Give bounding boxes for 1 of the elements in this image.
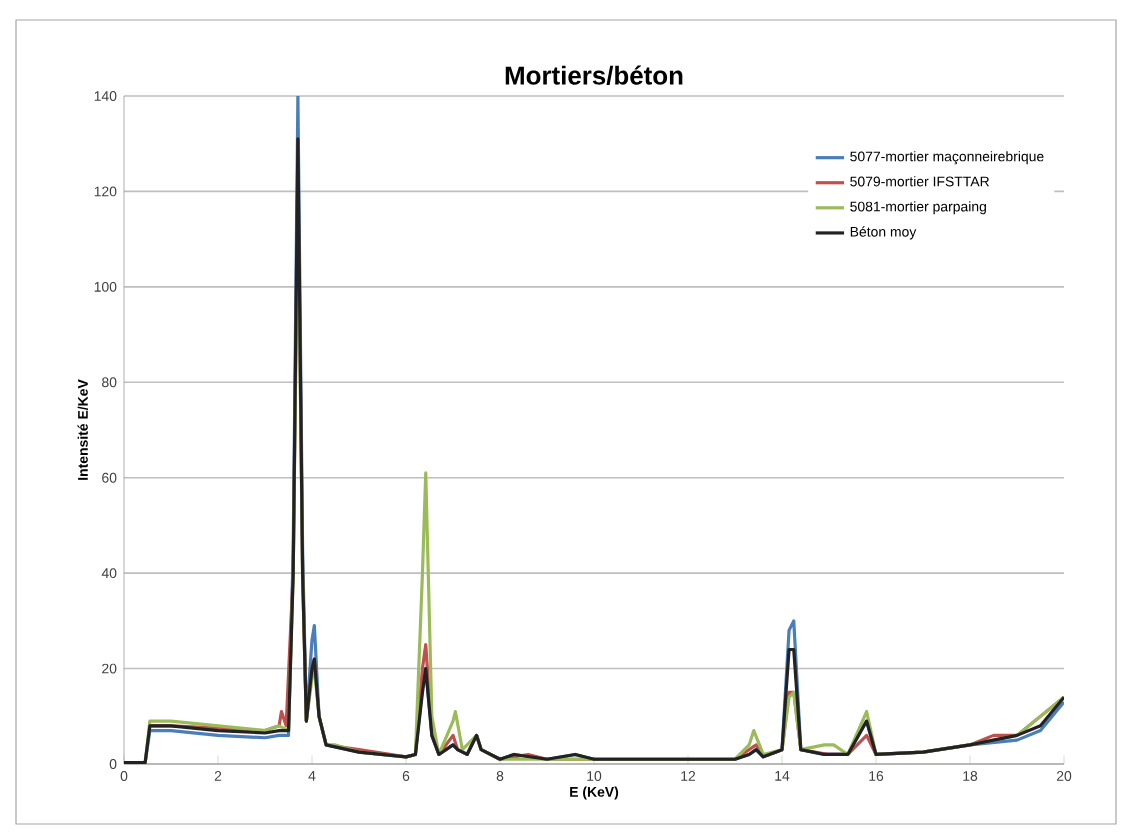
chart-title: Mortiers/béton	[505, 65, 683, 86]
